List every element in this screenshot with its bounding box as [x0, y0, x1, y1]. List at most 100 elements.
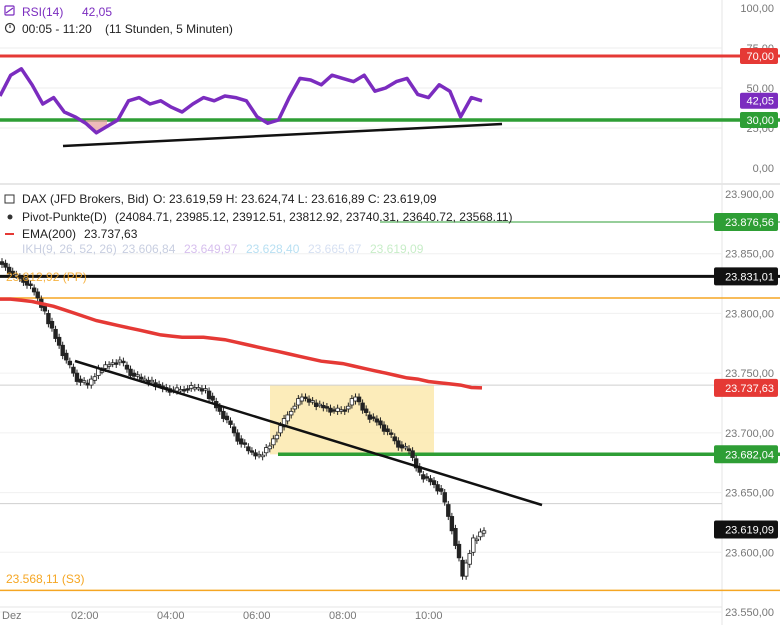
candle	[81, 377, 87, 385]
candle	[363, 405, 369, 417]
rsi-tick-label: 100,00	[740, 3, 774, 15]
candle-body	[67, 360, 73, 366]
candle-body	[392, 436, 397, 442]
candle-body	[281, 418, 287, 428]
candle-body	[256, 453, 262, 457]
candle	[324, 403, 330, 412]
candle	[242, 439, 247, 448]
price-levels	[0, 221, 780, 592]
candle	[228, 417, 233, 429]
x-tick-label: Dez	[2, 610, 22, 622]
candle-body	[249, 450, 255, 453]
price-badge-label: 23.737,63	[725, 383, 774, 395]
candle-body	[71, 366, 76, 374]
candle-body	[228, 420, 233, 425]
candle	[92, 373, 98, 384]
candle-legend-icon	[4, 194, 15, 204]
rsi-grid	[0, 47, 722, 129]
candle	[413, 455, 419, 472]
candle-body	[14, 274, 19, 277]
candle	[435, 481, 440, 495]
candle-body	[406, 448, 412, 452]
price-badge-label: 23.876,56	[725, 217, 774, 229]
candle-body	[328, 407, 333, 413]
candle-body	[124, 364, 130, 370]
candle-body	[203, 388, 208, 391]
candle	[463, 559, 469, 580]
candle	[67, 357, 73, 369]
candle-body	[421, 474, 426, 480]
candle	[303, 393, 308, 402]
candle-body	[346, 405, 351, 410]
candle-body	[185, 388, 190, 391]
candle	[224, 412, 230, 424]
candle-body	[224, 415, 230, 421]
candle	[371, 413, 376, 422]
candle	[185, 385, 190, 394]
candle-body	[292, 405, 297, 410]
candle-body	[371, 416, 376, 419]
x-tick-label: 06:00	[243, 610, 271, 622]
candle-body	[313, 402, 319, 407]
candle-body	[221, 410, 226, 419]
candle-body	[338, 409, 344, 412]
candle-body	[438, 488, 444, 492]
rsi-timeframe: 00:05 - 11:20	[22, 22, 92, 36]
candle-body	[196, 387, 201, 390]
pivot-legend-icon	[7, 214, 13, 220]
candle	[249, 447, 255, 456]
candle-body	[142, 378, 148, 382]
price-tick-label: 23.550,00	[725, 607, 774, 619]
candle-body	[199, 388, 205, 392]
candle	[231, 423, 237, 437]
ikh-value-4: 23.665,67	[308, 242, 362, 256]
candle-body	[453, 528, 458, 546]
candle	[378, 417, 383, 429]
candle-body	[64, 352, 69, 361]
candle	[46, 309, 51, 328]
candle	[392, 433, 397, 445]
candle	[317, 400, 322, 408]
candle	[442, 488, 447, 506]
candle-body	[35, 291, 40, 299]
candle-body	[17, 276, 23, 279]
candle-body	[239, 438, 244, 445]
rsi-legend-icon	[4, 5, 15, 16]
candle-body	[189, 385, 194, 389]
rsi-header: RSI(14) 42,05 00:05 - 11:20 (11 Stunden,…	[4, 5, 233, 36]
price-tick-label: 23.600,00	[725, 547, 774, 559]
price-tick-label: 23.850,00	[725, 249, 774, 261]
candle	[410, 447, 415, 462]
candle-body	[378, 420, 383, 426]
candle	[235, 429, 240, 445]
candle-body	[260, 454, 265, 458]
candle-body	[192, 387, 197, 390]
candle-body	[42, 305, 48, 312]
candle-body	[267, 445, 272, 450]
candle	[467, 549, 472, 568]
rsi-badge-bg	[740, 112, 778, 128]
candle-body	[442, 492, 447, 503]
candle	[246, 443, 251, 455]
candle	[221, 407, 226, 423]
x-tick-label: 02:00	[71, 610, 99, 622]
candle-body	[149, 379, 155, 383]
price-badge-label: 23.682,04	[725, 449, 774, 461]
rsi-line	[0, 67, 483, 135]
candle	[310, 397, 315, 405]
candle	[438, 485, 444, 495]
candle	[299, 393, 305, 405]
candle-body	[92, 376, 98, 381]
candle	[381, 421, 387, 435]
candle	[203, 385, 208, 394]
candle	[360, 399, 365, 414]
candle-body	[399, 444, 405, 449]
candle	[189, 381, 194, 392]
candle-body	[456, 543, 462, 559]
candle	[478, 528, 483, 541]
candle	[6, 263, 12, 278]
candle	[89, 375, 94, 389]
candle	[71, 363, 76, 377]
candle-body	[99, 370, 105, 373]
